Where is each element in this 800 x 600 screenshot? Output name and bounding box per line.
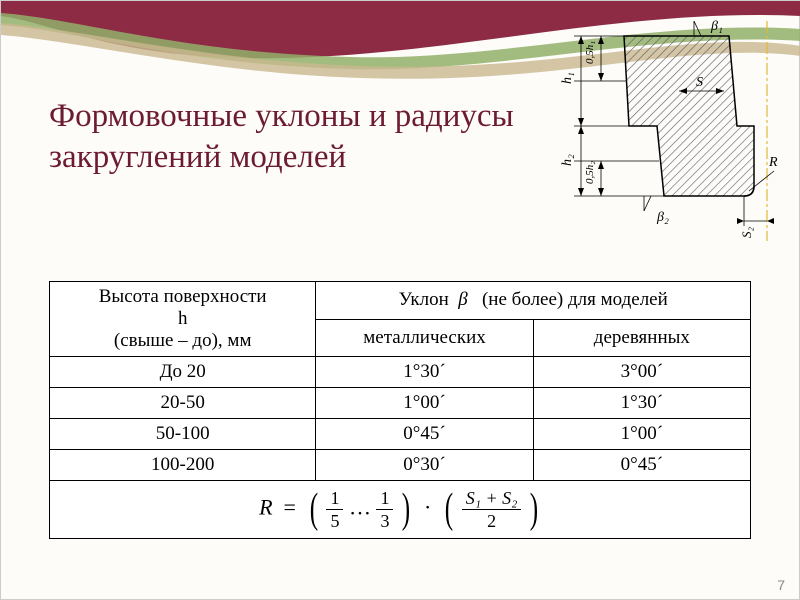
table-row: 100-200 0°30´ 0°45´ (50, 450, 751, 481)
table-header-row: Высота поверхности h (свыше – до), мм Ук… (50, 282, 751, 320)
table-row: 20-50 1°00´ 1°30´ (50, 388, 751, 419)
subheader-metal: металлических (316, 319, 533, 357)
page-number: 7 (777, 577, 785, 593)
label-h1: h₁ (560, 72, 575, 84)
label-beta2: β₂ (656, 210, 669, 225)
table-formula-row: R = ( 15 … 13 ) · ( S₁ + S₂2 ) (50, 481, 751, 539)
label-h2: h₂ (560, 154, 575, 166)
label-05h2: 0,5h₂ (584, 161, 596, 184)
header-height: Высота поверхности h (свыше – до), мм (50, 282, 316, 357)
technical-diagram: β₁ β₂ h₁ h₂ 0,5h₁ 0,5h₂ S R S₂ (529, 16, 779, 246)
header-slope: Уклон β (не более) для моделей (316, 282, 751, 320)
label-beta1: β₁ (710, 19, 723, 34)
label-S: S (696, 75, 703, 90)
subheader-wood: деревянных (533, 319, 750, 357)
formula-cell: R = ( 15 … 13 ) · ( S₁ + S₂2 ) (50, 481, 751, 539)
label-R: R (768, 155, 778, 170)
label-S2: S₂ (739, 227, 754, 239)
slide-title: Формовочные уклоны и радиусы закруглений… (49, 96, 519, 179)
data-table: Высота поверхности h (свыше – до), мм Ук… (49, 281, 751, 539)
label-05h1: 0,5h₁ (584, 41, 596, 64)
table-row: 50-100 0°45´ 1°00´ (50, 419, 751, 450)
table-row: До 20 1°30´ 3°00´ (50, 357, 751, 388)
